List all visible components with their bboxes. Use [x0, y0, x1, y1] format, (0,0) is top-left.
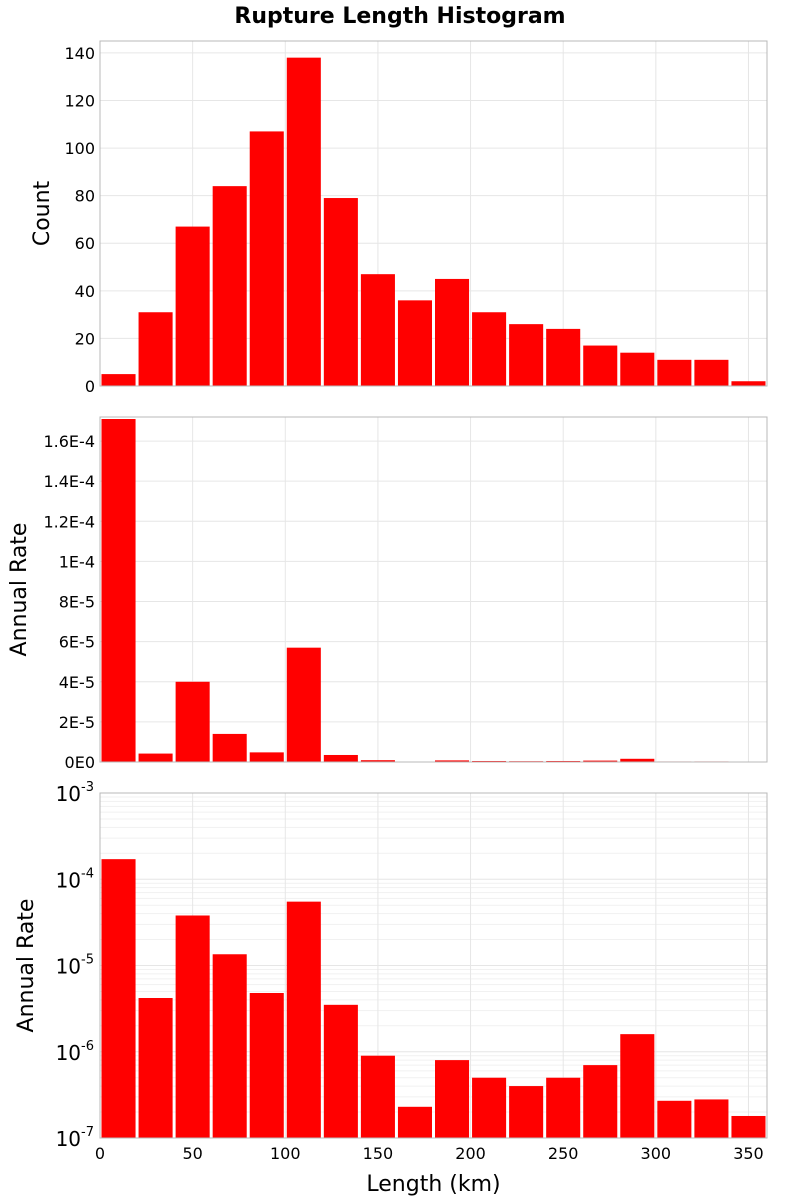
- bar: [620, 758, 655, 762]
- bar: [138, 753, 173, 762]
- plot-frame: [99, 792, 768, 1139]
- y-tick-label: 10-3: [56, 780, 94, 806]
- y-tick-label: 1.6E-4: [43, 432, 95, 451]
- y-tick-label: 20: [75, 329, 95, 348]
- bar: [397, 300, 432, 386]
- bar: [472, 312, 507, 386]
- y-axis-title: Annual Rate: [14, 899, 39, 1033]
- bar: [620, 352, 655, 386]
- x-tick-label: 100: [270, 1144, 301, 1163]
- bar: [286, 647, 321, 762]
- bar: [286, 57, 321, 386]
- bar: [694, 359, 729, 386]
- bar: [435, 1060, 470, 1138]
- y-tick-label: 0E0: [65, 753, 95, 772]
- y-tick-label: 100: [64, 139, 95, 158]
- y-tick-label: 80: [75, 187, 95, 206]
- bar: [731, 1115, 766, 1138]
- bar: [138, 312, 173, 386]
- y-tick-label: 10-6: [56, 1039, 94, 1065]
- y-tick-label: 2E-5: [59, 713, 95, 732]
- chart-title: Rupture Length Histogram: [234, 4, 565, 29]
- bar: [546, 328, 581, 386]
- bar: [620, 1034, 655, 1138]
- y-tick-label: 10-4: [56, 866, 94, 892]
- bar: [509, 1086, 544, 1138]
- plot-frame: [99, 40, 768, 387]
- bar: [175, 226, 210, 386]
- bar: [101, 419, 136, 762]
- bar: [212, 733, 247, 762]
- bar: [472, 1077, 507, 1138]
- x-tick-label: 300: [641, 1144, 672, 1163]
- bar: [360, 760, 395, 762]
- bar: [694, 1099, 729, 1138]
- bar: [101, 374, 136, 386]
- y-tick-label: 1.4E-4: [43, 472, 95, 491]
- bar: [657, 1100, 692, 1138]
- bar: [212, 186, 247, 386]
- x-tick-label: 50: [182, 1144, 202, 1163]
- bar: [583, 1065, 618, 1138]
- y-tick-label: 10-5: [56, 953, 94, 979]
- x-tick-label: 200: [455, 1144, 486, 1163]
- x-tick-label: 0: [95, 1144, 105, 1163]
- panel-1: 0 20 40 60 80 100 120 140 Count: [30, 40, 768, 396]
- bar: [249, 992, 284, 1138]
- bar: [249, 752, 284, 762]
- y-tick-label: 1.2E-4: [43, 512, 95, 531]
- x-tick-label: 350: [733, 1144, 764, 1163]
- bar: [583, 345, 618, 386]
- y-tick-label: 0: [85, 377, 95, 396]
- y-axis-title: Annual Rate: [7, 523, 32, 657]
- bar: [657, 359, 692, 386]
- bar: [138, 997, 173, 1138]
- y-tick-label: 60: [75, 234, 95, 253]
- bar: [472, 760, 507, 762]
- bar: [175, 915, 210, 1138]
- bar: [175, 681, 210, 762]
- panel-2: 0E0 2E-5 4E-5 6E-5 8E-5 1E-4 1.2E-4 1.4E-4 1.6E-…: [7, 416, 768, 772]
- y-tick-label: 120: [64, 91, 95, 110]
- y-axis-title: Count: [30, 180, 55, 246]
- y-tick-label: 140: [64, 44, 95, 63]
- x-tick-label: 250: [548, 1144, 579, 1163]
- bar: [546, 760, 581, 762]
- bar: [731, 381, 766, 386]
- bar: [286, 901, 321, 1138]
- y-tick-label: 8E-5: [59, 593, 95, 612]
- bar: [249, 131, 284, 386]
- bar: [509, 324, 544, 386]
- bar: [435, 278, 470, 386]
- panel-3: 10-7 10-6 10-5 10-4 10-3 Annual Rate: [14, 780, 768, 1151]
- y-tick-label: 40: [75, 282, 95, 301]
- bar: [101, 859, 136, 1138]
- bar: [546, 1077, 581, 1138]
- bar: [212, 954, 247, 1138]
- plot-frame: [99, 416, 768, 763]
- bar: [435, 760, 470, 762]
- bar: [360, 1055, 395, 1138]
- bar: [397, 1106, 432, 1138]
- y-tick-label: 1E-4: [59, 552, 95, 571]
- x-axis-title: Length (km): [366, 1172, 500, 1197]
- bar: [360, 274, 395, 386]
- bar: [323, 198, 358, 386]
- bar: [583, 760, 618, 762]
- bar: [323, 754, 358, 762]
- x-tick-label: 150: [363, 1144, 394, 1163]
- y-tick-label: 6E-5: [59, 633, 95, 652]
- y-tick-label: 10-7: [56, 1125, 94, 1151]
- y-tick-label: 4E-5: [59, 673, 95, 692]
- bar: [323, 1004, 358, 1138]
